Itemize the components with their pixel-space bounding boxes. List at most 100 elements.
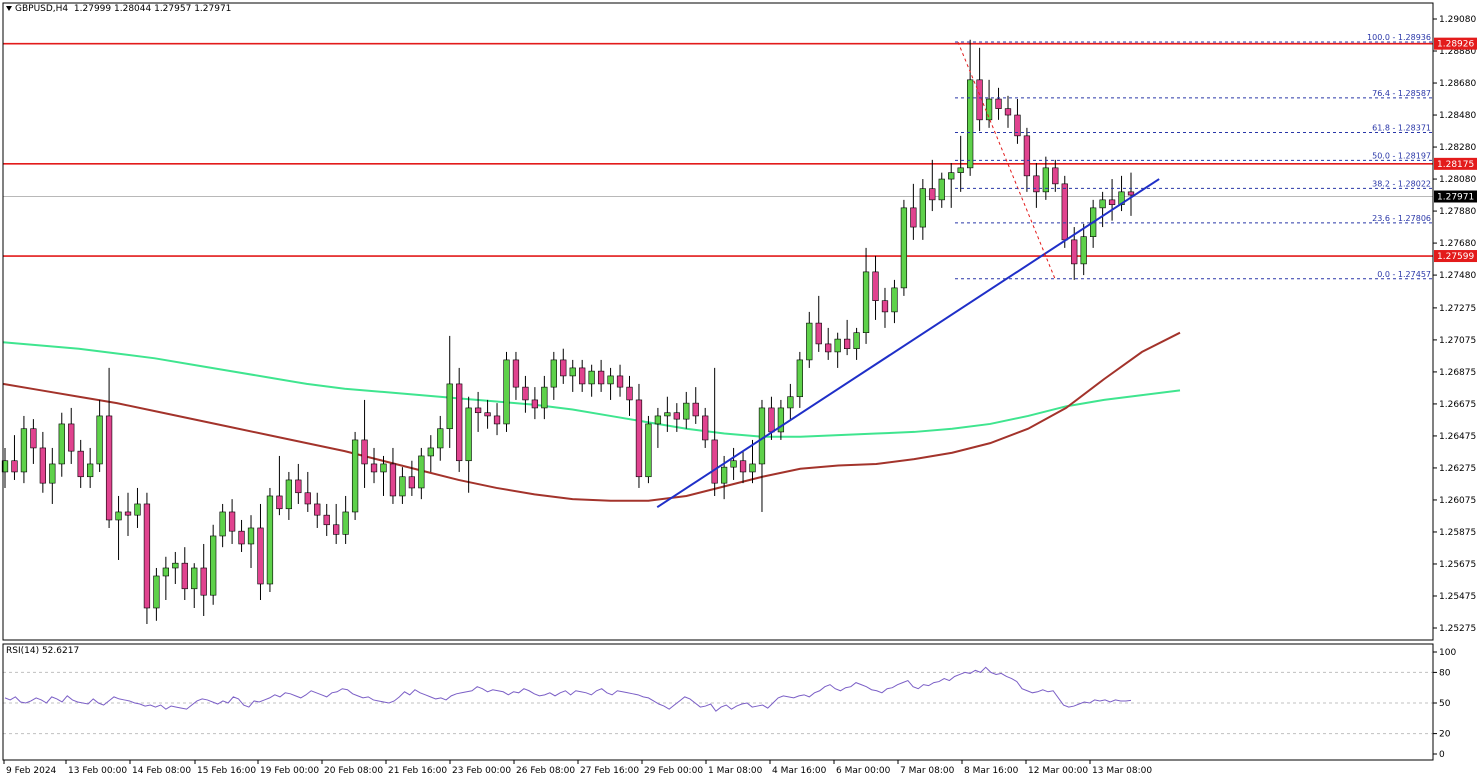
price-axis-label: 1.26475 xyxy=(1439,432,1476,442)
time-axis-label: 13 Feb 00:00 xyxy=(68,766,127,776)
fibonacci-label: 61.8 - 1.28371 xyxy=(1372,123,1431,132)
bearish-candle xyxy=(68,423,75,452)
bullish-candle xyxy=(153,575,160,609)
bullish-candle xyxy=(446,383,453,430)
bearish-candle xyxy=(1014,114,1021,137)
bullish-candle xyxy=(503,359,510,425)
bearish-candle xyxy=(257,527,264,585)
bearish-candle xyxy=(597,370,605,385)
bullish-candle xyxy=(967,79,974,169)
bearish-candle xyxy=(929,188,936,201)
bearish-candle xyxy=(560,359,567,377)
bullish-candle xyxy=(342,511,349,535)
bullish-candle xyxy=(399,476,406,497)
time-axis-label: 23 Feb 00:00 xyxy=(452,766,511,776)
time-axis-label: 9 Feb 2024 xyxy=(6,766,57,776)
price-axis-label: 1.25675 xyxy=(1439,560,1476,570)
bearish-candle xyxy=(711,439,718,484)
fibonacci-label: 23.6 - 1.27806 xyxy=(1372,214,1431,223)
price-tag-low-text: 1.27599 xyxy=(1437,252,1474,262)
price-axis-label: 1.25875 xyxy=(1439,528,1476,538)
bullish-candle xyxy=(720,466,728,484)
bearish-candle xyxy=(30,428,37,449)
bullish-candle xyxy=(465,407,472,462)
bearish-candle xyxy=(881,300,889,313)
bearish-candle xyxy=(238,530,245,545)
time-axis-label: 20 Feb 08:00 xyxy=(324,766,383,776)
bullish-candle xyxy=(588,370,595,385)
bearish-candle xyxy=(1052,167,1059,185)
bearish-candle xyxy=(1071,239,1078,265)
bearish-candle xyxy=(702,415,709,441)
rsi-axis-label: 100 xyxy=(1439,648,1456,658)
rsi-line xyxy=(4,666,1132,712)
fibonacci-baseline xyxy=(957,41,1056,279)
bearish-candle xyxy=(910,207,917,228)
bullish-candle xyxy=(853,332,860,350)
bullish-candle xyxy=(758,407,766,465)
close-value: 1.27971 xyxy=(194,4,232,14)
bearish-candle xyxy=(579,367,586,385)
bullish-candle xyxy=(777,407,785,433)
time-axis-label: 14 Feb 08:00 xyxy=(132,766,191,776)
rsi-axis-label: 80 xyxy=(1439,668,1451,678)
bearish-candle xyxy=(124,511,132,516)
low-value: 1.27957 xyxy=(154,4,192,14)
price-axis-label: 1.26275 xyxy=(1439,464,1476,474)
bullish-candle xyxy=(919,188,926,228)
bullish-candle xyxy=(862,271,870,334)
price-tag-high xyxy=(1434,37,1477,50)
bearish-candle xyxy=(976,79,983,121)
bullish-candle xyxy=(115,511,122,521)
bullish-candle xyxy=(683,402,690,420)
time-axis-label: 21 Feb 16:00 xyxy=(388,766,447,776)
price-panel[interactable]: 100.0 - 1.28936 76.4 - 1.28587 61.8 - 1.28… xyxy=(1,33,1433,624)
price-axis-label: 1.27880 xyxy=(1439,207,1476,217)
price-axis-label: 1.27075 xyxy=(1439,336,1476,346)
bearish-candle xyxy=(323,514,330,526)
time-axis-label: 26 Feb 08:00 xyxy=(516,766,575,776)
bearish-candle xyxy=(635,399,643,478)
bullish-candle xyxy=(900,207,908,289)
price-axis-label: 1.28480 xyxy=(1439,111,1476,121)
bearish-candle xyxy=(181,562,188,590)
bearish-candle xyxy=(39,447,46,484)
bullish-candle xyxy=(162,567,169,577)
bullish-candle xyxy=(437,428,444,449)
bearish-candle xyxy=(673,412,680,420)
bearish-candle xyxy=(474,407,482,414)
fibonacci-label: 76.4 - 1.28587 xyxy=(1372,89,1431,98)
moving-average-slow xyxy=(2,341,1181,438)
price-tag-current-text: 1.27971 xyxy=(1437,193,1474,203)
rsi-axis-label: 20 xyxy=(1439,730,1451,740)
bearish-candle xyxy=(1108,199,1116,205)
rsi-title: RSI(14) 52.6217 xyxy=(6,646,80,656)
bearish-candle xyxy=(815,322,822,345)
bearish-candle xyxy=(739,460,747,473)
rsi-panel[interactable] xyxy=(3,666,1433,735)
bullish-candle xyxy=(957,167,964,173)
bearish-candle xyxy=(389,463,397,497)
bullish-candle xyxy=(210,535,217,596)
bullish-candle xyxy=(134,503,141,516)
bearish-candle xyxy=(872,271,879,301)
price-axis-label: 1.27680 xyxy=(1439,239,1476,249)
bearish-candle xyxy=(408,476,416,489)
bullish-candle xyxy=(219,511,226,537)
bearish-candle xyxy=(105,415,113,521)
price-axis-label: 1.25475 xyxy=(1439,592,1476,602)
price-tag-mid xyxy=(1434,157,1477,170)
bullish-candle xyxy=(58,423,65,465)
bearish-candle xyxy=(361,439,368,465)
collapse-triangle-icon[interactable] xyxy=(6,6,12,11)
chart-header: GBPUSD,H4 1.27999 1.28044 1.27957 1.2797… xyxy=(6,4,231,14)
price-axis-label: 1.27480 xyxy=(1439,271,1476,281)
bullish-candle xyxy=(418,455,425,489)
bearish-candle xyxy=(843,338,851,350)
bearish-candle xyxy=(995,98,1002,109)
rsi-axis-label: 0 xyxy=(1439,750,1445,760)
price-tag-mid-text: 1.28175 xyxy=(1437,160,1474,170)
price-axis-label: 1.28880 xyxy=(1439,47,1476,57)
